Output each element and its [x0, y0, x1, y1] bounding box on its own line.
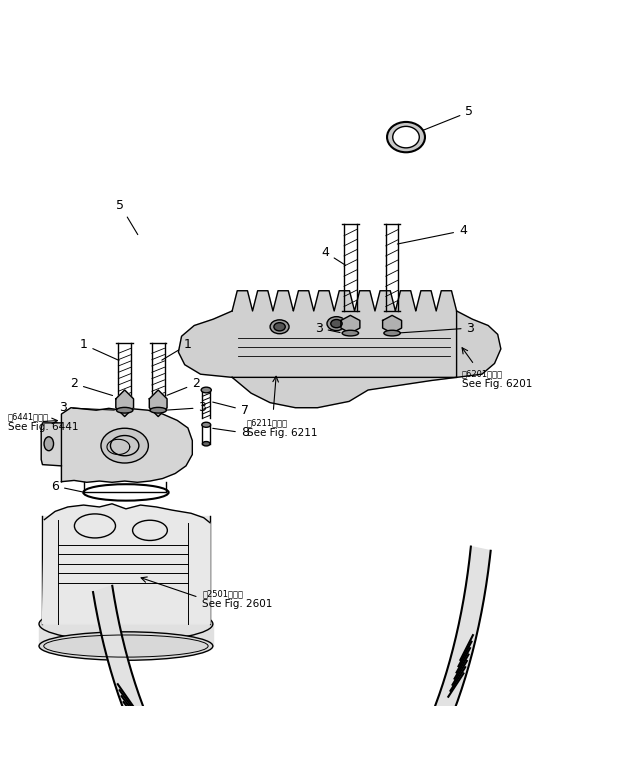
Text: 4: 4: [321, 246, 345, 265]
Ellipse shape: [150, 407, 166, 413]
Polygon shape: [93, 547, 491, 780]
Polygon shape: [232, 311, 457, 378]
Text: 3: 3: [399, 321, 474, 335]
Ellipse shape: [203, 441, 210, 446]
Polygon shape: [457, 311, 501, 378]
Ellipse shape: [201, 387, 211, 393]
Ellipse shape: [384, 330, 400, 336]
Ellipse shape: [387, 122, 425, 152]
Text: 5: 5: [116, 199, 138, 235]
Text: 3: 3: [167, 401, 206, 414]
Ellipse shape: [392, 126, 419, 148]
Text: 第6201図参照: 第6201図参照: [462, 370, 503, 379]
Text: 5: 5: [421, 105, 473, 131]
Polygon shape: [178, 311, 232, 378]
Polygon shape: [232, 291, 457, 378]
Text: See Fig. 2601: See Fig. 2601: [203, 599, 273, 608]
Text: 第6211図参照: 第6211図参照: [246, 418, 288, 427]
Polygon shape: [41, 423, 62, 466]
Polygon shape: [43, 504, 210, 624]
Text: 第6441図参照: 第6441図参照: [8, 412, 49, 421]
Polygon shape: [116, 390, 133, 417]
Text: See Fig. 6441: See Fig. 6441: [8, 422, 78, 431]
Polygon shape: [341, 315, 360, 333]
Ellipse shape: [101, 428, 149, 463]
Text: 8: 8: [213, 427, 249, 439]
Polygon shape: [149, 390, 167, 417]
Polygon shape: [383, 315, 401, 333]
Ellipse shape: [327, 317, 346, 331]
Ellipse shape: [270, 320, 289, 334]
Text: 4: 4: [398, 224, 467, 244]
Ellipse shape: [331, 320, 342, 328]
Text: 2: 2: [167, 378, 200, 395]
Text: 7: 7: [213, 402, 249, 417]
Text: 1: 1: [79, 338, 119, 360]
Text: 6: 6: [51, 480, 82, 493]
Text: See Fig. 6201: See Fig. 6201: [462, 378, 532, 388]
Polygon shape: [232, 378, 457, 408]
Text: 2: 2: [70, 378, 112, 395]
Ellipse shape: [44, 437, 53, 451]
Text: 第2501図参照: 第2501図参照: [203, 589, 243, 598]
Ellipse shape: [342, 330, 359, 336]
Text: See Fig. 6211: See Fig. 6211: [246, 428, 318, 438]
Ellipse shape: [274, 323, 285, 331]
Ellipse shape: [116, 407, 133, 413]
Text: 3: 3: [60, 401, 114, 414]
Ellipse shape: [39, 632, 213, 661]
Ellipse shape: [39, 607, 213, 641]
Text: 1: 1: [162, 338, 192, 360]
Text: 3: 3: [315, 321, 340, 335]
Ellipse shape: [202, 422, 211, 427]
Polygon shape: [62, 408, 192, 482]
